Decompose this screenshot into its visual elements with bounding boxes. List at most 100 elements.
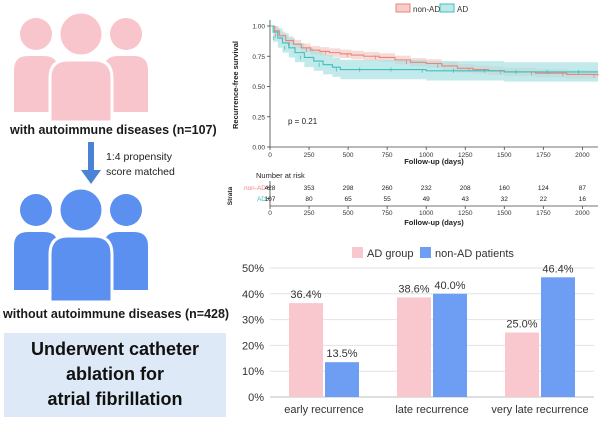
- km-line-ad: [270, 25, 598, 73]
- risk-table-title: Number at risk: [256, 171, 305, 180]
- risk-x-tick-label: 250: [304, 210, 315, 217]
- bar-data-label: 36.4%: [290, 289, 321, 301]
- match-note: 1:4 propensity score matched: [106, 150, 175, 180]
- risk-x-tick-label: 2000: [575, 210, 590, 217]
- km-x-tick-label: 1750: [536, 152, 551, 159]
- legend-swatch-ad-group: [352, 247, 363, 258]
- km-y-tick-label: 0.50: [252, 84, 265, 91]
- risk-cell: 87: [579, 185, 587, 192]
- risk-cell: 353: [304, 185, 315, 192]
- people-icon: [14, 10, 148, 122]
- bar-category-label: late recurrence: [395, 404, 468, 416]
- km-chart: non-AD AD Recurrence-free survival 0.000…: [227, 3, 599, 227]
- km-y-tick-label: 0.75: [252, 54, 265, 61]
- procedure-line1: Underwent catheter: [30, 339, 200, 359]
- risk-cell: 22: [540, 196, 548, 203]
- legend-label-non-ad: non-AD: [413, 5, 440, 14]
- km-y-tick-label: 0.25: [252, 114, 265, 121]
- bar-ad-group: [397, 297, 431, 397]
- bar-y-tick-label: 0%: [248, 392, 264, 404]
- risk-table-xlabel: Follow-up (days): [404, 218, 464, 227]
- procedure-text: Underwent catheter ablation for atrial f…: [4, 337, 226, 412]
- bar-data-label: 40.0%: [434, 280, 465, 292]
- risk-cell: 80: [305, 196, 313, 203]
- km-survival-lines: [270, 25, 599, 78]
- group-top-label: with autoimmune diseases (n=107): [10, 123, 217, 137]
- legend-swatch-non-ad: [395, 3, 411, 13]
- bar-chart: AD group non-AD patients 0% 10% 20% 30% 40% 5…: [242, 247, 594, 416]
- legend-label-ad-group: AD group: [367, 248, 413, 260]
- risk-cell: 260: [382, 185, 393, 192]
- risk-cell: 208: [460, 185, 471, 192]
- bar-data-label: 13.5%: [326, 348, 357, 360]
- risk-cell: 428: [265, 185, 276, 192]
- km-x-ticks: 0 250 500 750 1000 1250 1500 1750 2000: [268, 147, 590, 159]
- km-x-tick-label: 500: [343, 152, 354, 159]
- bar-y-tick-label: 10%: [242, 366, 264, 378]
- bar-non-ad-patients: [541, 277, 575, 397]
- bar-y-tick-label: 40%: [242, 289, 264, 301]
- km-x-tick-label: 1500: [497, 152, 512, 159]
- km-x-tick-label: 0: [268, 152, 272, 159]
- risk-cell: 65: [344, 196, 352, 203]
- risk-cell: 55: [384, 196, 392, 203]
- people-group-icon-top: [14, 10, 148, 122]
- bar-category-label: early recurrence: [284, 404, 363, 416]
- people-icon: [14, 186, 148, 304]
- match-note-line2: score matched: [106, 166, 175, 178]
- risk-cell: 107: [265, 196, 276, 203]
- risk-cell: 124: [538, 185, 549, 192]
- risk-cell: 232: [421, 185, 432, 192]
- bar-category-labels: early recurrence late recurrence very late…: [284, 404, 588, 416]
- bar-non-ad-patients: [433, 293, 467, 397]
- legend-swatch-non-ad-patients: [420, 247, 431, 258]
- procedure-box: Underwent catheter ablation for atrial f…: [4, 333, 226, 417]
- bar-data-label: 25.0%: [506, 319, 537, 331]
- km-plot-area: [270, 20, 598, 147]
- risk-cell: 32: [501, 196, 509, 203]
- risk-x-tick-label: 750: [382, 210, 393, 217]
- km-y-tick-label: 0.00: [252, 145, 265, 152]
- group-bottom-label: without autoimmune diseases (n=428): [3, 307, 230, 321]
- bar-marks: [289, 277, 575, 397]
- bar-y-tick-label: 20%: [242, 340, 264, 352]
- risk-x-tick-label: 1500: [497, 210, 512, 217]
- bar-y-tick-label: 50%: [242, 263, 264, 275]
- risk-x-tick-label: 1000: [419, 210, 434, 217]
- km-ylabel: Recurrence-free survival: [231, 41, 240, 129]
- risk-x-tick-label: 1250: [458, 210, 473, 217]
- km-x-tick-label: 250: [304, 152, 315, 159]
- km-legend: non-AD AD: [395, 3, 468, 14]
- risk-cell: 160: [499, 185, 510, 192]
- risk-cell: 16: [579, 196, 587, 203]
- bar-y-ticks: 0% 10% 20% 30% 40% 50%: [242, 263, 264, 404]
- km-xlabel: Follow-up (days): [404, 157, 464, 166]
- bar-data-label: 38.6%: [398, 283, 429, 295]
- bar-data-label: 46.4%: [542, 263, 573, 275]
- risk-cell: 49: [423, 196, 431, 203]
- bar-y-tick-label: 30%: [242, 315, 264, 327]
- km-x-tick-label: 2000: [575, 152, 590, 159]
- bar-category-label: very late recurrence: [491, 404, 588, 416]
- risk-cell: 298: [343, 185, 354, 192]
- km-x-tick-label: 750: [382, 152, 393, 159]
- km-x-tick-label: 1000: [419, 152, 434, 159]
- legend-swatch-ad: [439, 3, 455, 13]
- bar-gridlines: [270, 267, 594, 398]
- risk-x-tick-label: 0: [268, 210, 272, 217]
- km-y-tick-label: 1.00: [252, 24, 265, 31]
- legend-label-ad: AD: [457, 5, 468, 14]
- people-group-icon-bottom: [14, 186, 148, 304]
- km-y-ticks: 0.00 0.25 0.50 0.75 1.00: [252, 24, 270, 152]
- bar-data-labels: 36.4% 13.5% 38.6% 40.0% 25.0% 46.4%: [290, 263, 573, 360]
- bar-ad-group: [289, 303, 323, 397]
- risk-cell: 43: [462, 196, 470, 203]
- bar-ad-group: [505, 332, 539, 397]
- procedure-line2: ablation for: [66, 364, 164, 384]
- risk-table-x-ticks: 0 250 500 750 1000 1250 1500 1750 2000: [268, 206, 590, 217]
- km-p-value: p = 0.21: [288, 117, 318, 126]
- risk-row-name: AD: [257, 196, 266, 203]
- risk-row-name: non-AD: [244, 185, 266, 192]
- legend-label-non-ad-patients: non-AD patients: [435, 248, 514, 260]
- km-x-tick-label: 1250: [458, 152, 473, 159]
